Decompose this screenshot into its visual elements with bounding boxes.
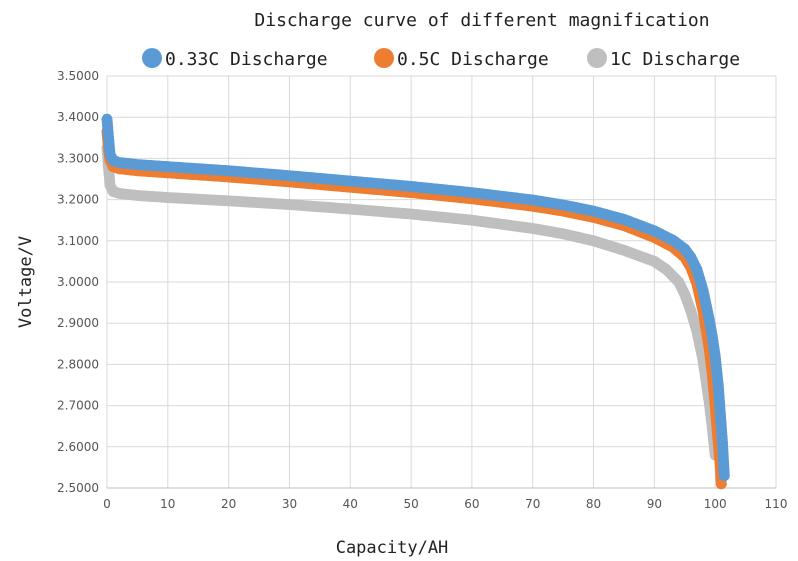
y-axis-label: Voltage/V [16,236,36,328]
legend-marker [142,48,162,68]
y-tick-label: 2.7000 [57,399,99,413]
y-tick-label: 3.2000 [57,193,99,207]
x-tick-label: 110 [765,497,788,511]
legend-label: 0.33C Discharge [165,49,328,70]
legend-item: 1C Discharge [587,48,740,70]
y-tick-label: 3.0000 [57,275,99,289]
y-tick-label: 2.5000 [57,481,99,495]
x-tick-label: 90 [647,497,662,511]
x-tick-label: 10 [160,497,175,511]
x-tick-label: 20 [221,497,236,511]
legend-marker [374,48,394,68]
y-tick-label: 3.3000 [57,151,99,165]
x-tick-label: 40 [343,497,358,511]
x-axis-ticks: 0 10 20 30 40 50 60 70 80 90 100 110 [103,497,787,511]
x-tick-label: 80 [586,497,601,511]
y-tick-label: 2.6000 [57,440,99,454]
y-tick-label: 2.8000 [57,357,99,371]
y-tick-label: 3.5000 [57,69,99,83]
y-tick-label: 3.4000 [57,110,99,124]
x-tick-label: 0 [103,497,111,511]
x-tick-label: 60 [464,497,479,511]
x-tick-label: 70 [525,497,540,511]
y-axis-ticks: 2.5000 2.6000 2.7000 2.8000 2.9000 3.0000 3.10… [57,69,99,495]
series-1 [101,113,730,482]
y-tick-label: 2.9000 [57,316,99,330]
x-tick-label: 100 [704,497,727,511]
series-2 [101,126,727,490]
legend: 0.33C Discharge 0.5C Discharge 1C Discharg… [142,48,740,70]
data-point [718,470,730,482]
y-tick-label: 3.1000 [57,234,99,248]
x-axis-label: Capacity/AH [336,538,449,558]
chart-title: Discharge curve of different magnificati… [254,10,709,31]
x-tick-label: 50 [403,497,418,511]
legend-label: 1C Discharge [610,49,740,70]
x-tick-label: 30 [282,497,297,511]
legend-label: 0.5C Discharge [397,49,549,70]
legend-item: 0.5C Discharge [374,48,549,70]
legend-item: 0.33C Discharge [142,48,328,70]
plot-area [101,113,730,490]
legend-marker [587,48,607,68]
